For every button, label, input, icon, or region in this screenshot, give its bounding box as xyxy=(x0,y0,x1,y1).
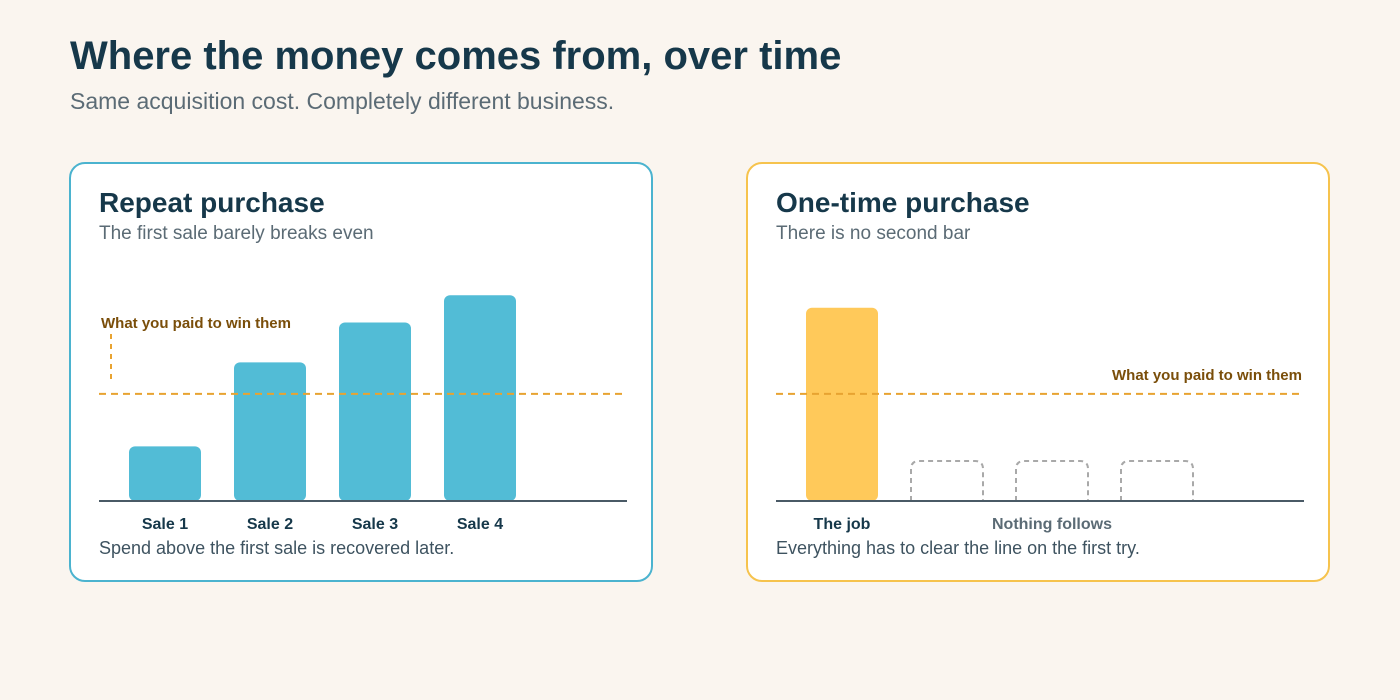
bar-sale-3 xyxy=(339,322,411,501)
category-label: Sale 1 xyxy=(142,516,188,533)
repeat-panel-title: Repeat purchase xyxy=(99,187,325,218)
bar-the-job xyxy=(806,307,878,501)
page-title: Where the money comes from, over time xyxy=(70,34,842,78)
cost-line-label: What you paid to win them xyxy=(1112,367,1302,384)
one-time-chart: The job Nothing follows What you paid to w… xyxy=(776,307,1304,533)
one-time-panel-footnote: Everything has to clear the line on the … xyxy=(776,538,1140,558)
repeat-panel-subtitle: The first sale barely breaks even xyxy=(99,223,374,244)
ghost-bar xyxy=(910,460,984,501)
bar-sale-2 xyxy=(234,362,306,501)
repeat-chart: Sale 1 Sale 2 Sale 3 Sale 4 What you paid to… xyxy=(99,295,627,533)
category-label: Sale 2 xyxy=(247,516,293,533)
bar-sale-4 xyxy=(444,295,516,501)
one-time-purchase-panel: One-time purchase There is no second bar… xyxy=(746,162,1330,582)
repeat-purchase-panel: Repeat purchase The first sale barely br… xyxy=(69,162,653,582)
repeat-panel-footnote: Spend above the first sale is recovered … xyxy=(99,538,455,558)
ghost-bar xyxy=(1120,460,1194,501)
bar-sale-1 xyxy=(129,446,201,501)
category-label: Sale 4 xyxy=(457,516,503,533)
category-label: Sale 3 xyxy=(352,516,398,533)
category-label: The job xyxy=(814,516,871,533)
ghost-label: Nothing follows xyxy=(992,516,1112,533)
cost-line-label: What you paid to win them xyxy=(101,315,291,332)
one-time-panel-subtitle: There is no second bar xyxy=(776,223,971,244)
ghost-bar xyxy=(1015,460,1089,501)
one-time-panel-title: One-time purchase xyxy=(776,187,1030,218)
page-subtitle: Same acquisition cost. Completely differ… xyxy=(70,88,615,114)
